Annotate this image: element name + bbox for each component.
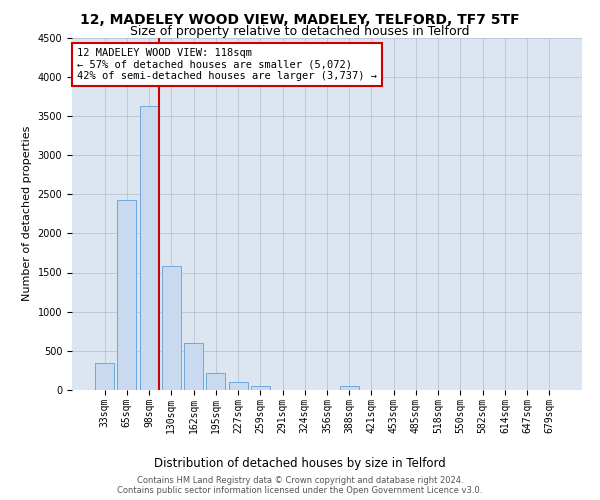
Text: Distribution of detached houses by size in Telford: Distribution of detached houses by size …: [154, 458, 446, 470]
Text: 12 MADELEY WOOD VIEW: 118sqm
← 57% of detached houses are smaller (5,072)
42% of: 12 MADELEY WOOD VIEW: 118sqm ← 57% of de…: [77, 48, 377, 82]
Bar: [340, 386, 359, 390]
Bar: [140, 106, 158, 390]
Bar: [229, 382, 248, 390]
Bar: [95, 362, 114, 390]
Bar: [184, 343, 203, 390]
Bar: [162, 266, 181, 390]
Bar: [206, 373, 225, 390]
Y-axis label: Number of detached properties: Number of detached properties: [22, 126, 32, 302]
Text: Contains HM Land Registry data © Crown copyright and database right 2024.
Contai: Contains HM Land Registry data © Crown c…: [118, 476, 482, 495]
Text: 12, MADELEY WOOD VIEW, MADELEY, TELFORD, TF7 5TF: 12, MADELEY WOOD VIEW, MADELEY, TELFORD,…: [80, 12, 520, 26]
Bar: [251, 386, 270, 390]
Text: Size of property relative to detached houses in Telford: Size of property relative to detached ho…: [130, 25, 470, 38]
Bar: [118, 200, 136, 390]
